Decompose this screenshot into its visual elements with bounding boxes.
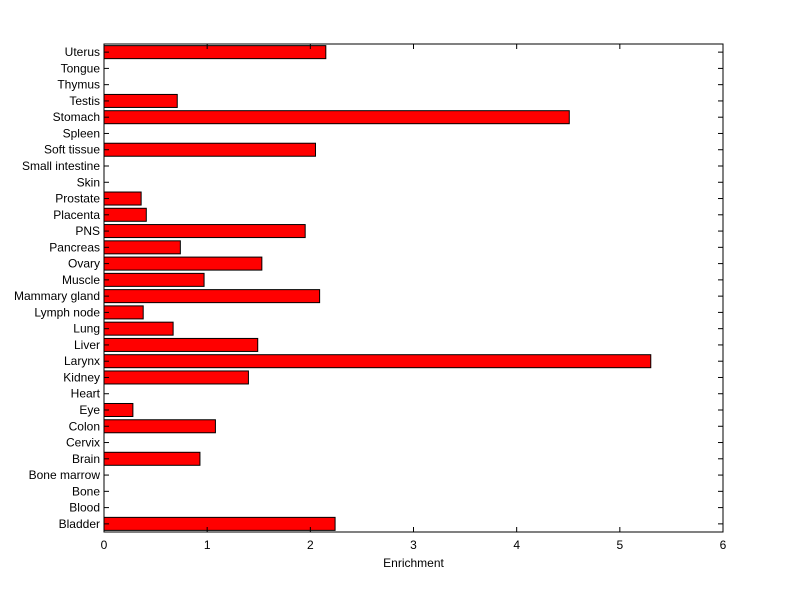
bars-layer: [103, 45, 652, 531]
x-tick-label: 0: [101, 538, 108, 552]
bar-ovary: [103, 256, 263, 271]
bar-larynx: [103, 354, 652, 369]
x-tick-label: 2: [307, 538, 314, 552]
y-tick-label: Ovary: [68, 257, 100, 271]
bar-brain: [103, 451, 201, 466]
bar-stomach: [103, 110, 570, 125]
y-tick-label: Stomach: [53, 110, 100, 124]
bar-lung: [103, 321, 174, 336]
x-axis: 0 1 2 3 4 5 6: [101, 44, 727, 552]
y-tick-label: Bone: [72, 484, 100, 498]
y-tick-label: Skin: [77, 175, 100, 189]
y-tick-label: Lung: [73, 322, 100, 336]
bar-pns: [103, 224, 306, 239]
bar-colon: [103, 419, 216, 434]
y-tick-label: Bone marrow: [29, 468, 101, 482]
y-tick-label: Small intestine: [22, 159, 100, 173]
y-tick-label: Testis: [69, 94, 100, 108]
y-tick-label: Spleen: [63, 126, 100, 140]
y-tick-label: Larynx: [64, 354, 100, 368]
y-tick-label: Kidney: [63, 370, 100, 384]
x-tick-label: 3: [410, 538, 417, 552]
bar-kidney: [103, 370, 249, 385]
bar-pancreas: [103, 240, 181, 255]
bar-placenta: [103, 207, 147, 222]
y-tick-label: Cervix: [66, 436, 100, 450]
y-axis: Bladder Blood Bone Bone marrow Brain Cervix Co…: [14, 45, 723, 531]
y-tick-label: Brain: [72, 452, 100, 466]
bar-liver: [103, 337, 259, 352]
x-tick-label: 6: [720, 538, 727, 552]
y-tick-label: Blood: [69, 501, 100, 515]
y-tick-label: PNS: [75, 224, 100, 238]
y-tick-label: Uterus: [65, 45, 100, 59]
y-tick-label: Liver: [74, 338, 100, 352]
bar-bladder: [103, 516, 336, 531]
x-axis-label: Enrichment: [383, 556, 444, 570]
bar-uterus: [103, 45, 327, 60]
y-tick-label: Eye: [79, 403, 100, 417]
x-tick-label: 5: [616, 538, 623, 552]
y-tick-label: Soft tissue: [44, 143, 100, 157]
x-tick-label: 1: [204, 538, 211, 552]
bar-mammary-gland: [103, 289, 321, 304]
y-tick-label: Placenta: [53, 208, 100, 222]
y-tick-label: Lymph node: [34, 305, 100, 319]
bar-soft-tissue: [103, 142, 316, 157]
y-tick-label: Heart: [71, 387, 101, 401]
bar-prostate: [103, 191, 142, 206]
y-tick-label: Mammary gland: [14, 289, 100, 303]
y-tick-label: Muscle: [62, 273, 100, 287]
y-tick-label: Bladder: [59, 517, 100, 531]
bar-lymph-node: [103, 305, 144, 320]
x-tick-label: 4: [513, 538, 520, 552]
bar-testis: [103, 93, 178, 108]
y-tick-label: Thymus: [57, 78, 100, 92]
y-tick-label: Colon: [69, 419, 100, 433]
y-tick-label: Pancreas: [49, 240, 100, 254]
bar-muscle: [103, 272, 205, 287]
y-tick-label: Prostate: [55, 192, 100, 206]
y-tick-label: Tongue: [61, 61, 101, 75]
